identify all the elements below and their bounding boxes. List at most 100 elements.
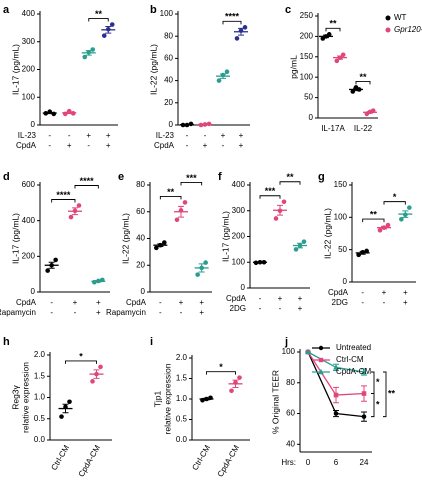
sig-bracket (206, 371, 236, 375)
row-label: Rapamycin (0, 308, 36, 317)
error-bar (203, 397, 210, 401)
data-point (234, 36, 240, 41)
panel-letter: e (118, 171, 124, 183)
row-sign: + (73, 298, 78, 307)
error-bar (381, 225, 387, 230)
error-bar (105, 25, 112, 34)
data-point (90, 379, 95, 384)
x-tick-label: IL-17A (321, 124, 345, 133)
panel-letter: h (3, 336, 10, 348)
error-bar (85, 50, 92, 56)
error-bar (48, 261, 55, 269)
row-label: CpdA (126, 298, 147, 307)
data-point (318, 345, 324, 351)
panel-letter: j (284, 336, 288, 348)
row-sign: + (239, 131, 244, 140)
sig-label: *** (186, 173, 197, 183)
x-tick-label: Ctrl-CM (190, 443, 212, 472)
error-bar (232, 379, 239, 389)
x-tick-label: Ctrl-CM (49, 443, 71, 472)
sig-bracket (88, 18, 109, 22)
y-axis-label: pg/mL (288, 55, 298, 79)
error-bar (297, 242, 303, 249)
sig-bracket (159, 195, 182, 200)
error-bar (353, 87, 359, 92)
data-point (174, 217, 180, 223)
row-sign: - (180, 308, 183, 317)
row-sign: - (361, 298, 364, 307)
data-point (59, 414, 64, 419)
sig-bracket (279, 181, 301, 185)
sig-label: ** (95, 9, 103, 19)
legend-label: Gpr120-/- (394, 25, 422, 34)
y-tick-label: 20 (164, 98, 173, 107)
y-tick-label: 300 (22, 37, 36, 46)
data-point (101, 33, 107, 38)
data-point (182, 200, 188, 205)
data-point (399, 216, 404, 222)
y-tick-label: 1.5 (176, 374, 188, 383)
y-tick-label: 100 (232, 257, 246, 266)
panel-letter: c (285, 4, 291, 16)
error-bar (238, 27, 244, 36)
sig-label: **** (225, 12, 240, 22)
data-point (333, 364, 339, 370)
data-point (318, 357, 324, 363)
y-tick-label: 80 (286, 378, 295, 387)
panel-letter: b (150, 4, 157, 16)
data-point (109, 22, 115, 27)
row-sign: - (68, 131, 71, 140)
error-bar (46, 112, 53, 115)
data-point (82, 54, 88, 60)
data-point (361, 414, 367, 419)
y-axis-label: relative expression (162, 363, 172, 434)
legend-label: Untreated (336, 343, 371, 352)
y-tick-label: 60 (286, 409, 295, 418)
row-sign: + (96, 298, 101, 307)
sig-bracket (371, 371, 375, 394)
x-axis-label: Hrs: (281, 458, 296, 467)
data-point (53, 257, 58, 263)
error-bar (257, 261, 263, 264)
y-tick-label: 60 (164, 54, 173, 63)
row-sign: + (179, 298, 184, 307)
row-sign: + (403, 298, 408, 307)
sig-bracket (383, 201, 406, 205)
row-label: CpdA (154, 141, 175, 150)
x-tick-label: 24 (360, 458, 369, 467)
sig-bracket (383, 371, 387, 418)
row-sign: + (106, 141, 111, 150)
row-sign: - (50, 308, 53, 317)
error-bar (66, 111, 73, 115)
y-tick-label: 400 (22, 9, 36, 18)
data-point (98, 364, 103, 370)
y-tick-label: 0 (169, 120, 174, 129)
y-tick-label: 1.0 (176, 394, 188, 403)
data-point (333, 392, 339, 398)
y-tick-label: 0 (31, 287, 36, 296)
y-tick-label: 40 (164, 76, 173, 85)
y-axis-label: relative expression (20, 362, 30, 433)
row-sign: + (67, 141, 72, 150)
row-sign: - (159, 308, 162, 317)
row-sign: + (96, 308, 101, 317)
row-sign: - (204, 131, 207, 140)
error-bar (402, 210, 409, 218)
panel-letter: a (3, 4, 10, 16)
sig-bracket (259, 195, 281, 199)
error-bar (337, 55, 343, 60)
data-point (361, 391, 367, 396)
y-tick-label: 80 (136, 180, 145, 189)
x-tick-label: 6 (334, 458, 339, 467)
y-tick-label: 400 (22, 216, 36, 225)
y-tick-label: 80 (164, 31, 173, 40)
y-tick-label: 40 (286, 439, 295, 448)
data-point (224, 69, 230, 75)
y-tick-label: 50 (304, 93, 313, 102)
y-tick-label: 200 (232, 232, 246, 241)
y-tick-label: 200 (300, 32, 314, 41)
sig-bracket (325, 27, 341, 32)
row-sign: + (239, 141, 244, 150)
x-tick-label: CpdA-CM (77, 443, 103, 478)
row-sign: + (106, 131, 111, 140)
